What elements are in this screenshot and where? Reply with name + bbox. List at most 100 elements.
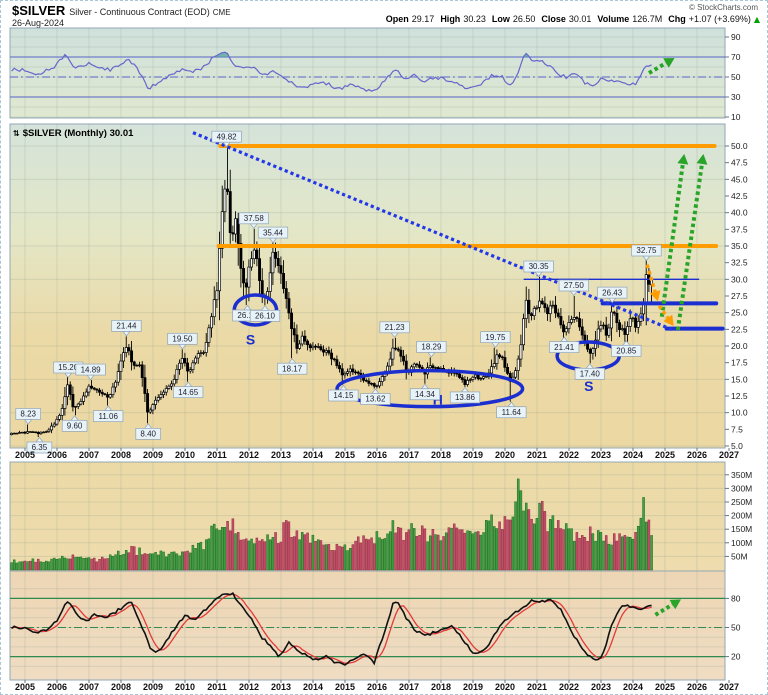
x-tick-year: 2008 (111, 682, 131, 692)
quote-value: 126.7M (632, 14, 663, 24)
svg-text:14.89: 14.89 (81, 365, 102, 374)
y-tick-label: 300M (731, 483, 752, 493)
svg-text:21.23: 21.23 (385, 323, 406, 332)
x-tick-year: 2027 (719, 450, 739, 460)
price-callout (111, 320, 142, 332)
x-tick-year: 2018 (431, 682, 451, 692)
x-tick-year: 2012 (239, 682, 259, 692)
x-tick-year: 2005 (15, 682, 35, 692)
pattern-letter: S (584, 378, 593, 394)
quote-value: 30.01 (568, 14, 592, 24)
price-callout (379, 321, 410, 334)
stoch-arrow (654, 599, 681, 617)
svg-text:21.41: 21.41 (554, 343, 575, 352)
quote-label: Chg (668, 14, 686, 24)
svg-text:15.20: 15.20 (58, 363, 79, 372)
svg-text:32.75: 32.75 (636, 246, 657, 255)
price-callout (135, 427, 161, 440)
y-tick-label: 50 (731, 72, 741, 82)
y-tick-label: 15.0 (731, 374, 748, 384)
y-tick-label: 50M (731, 551, 748, 561)
svg-text:21.44: 21.44 (116, 322, 137, 331)
svg-text:26.43: 26.43 (602, 288, 623, 297)
price-callout (574, 367, 605, 380)
svg-text:27.50: 27.50 (564, 281, 585, 290)
chart-date: 26-Aug-2024 (12, 18, 65, 28)
quote-value: 29.17 (411, 14, 435, 24)
copyright-link[interactable]: © StockCharts.com (688, 3, 758, 12)
price-callouts: 8.23 6.35 15.20 9.60 14.89 11.06 21.44 8.40 19.5… (15, 130, 662, 454)
price-callout (211, 130, 242, 143)
header-symbol-line: $SILVER Silver - Continuous Contract (EOD… (12, 3, 231, 18)
y-tick-label: 17.5 (731, 358, 748, 368)
y-tick-label: 42.5 (731, 191, 748, 201)
y-tick-label: 250M (731, 497, 752, 507)
price-callout (409, 388, 441, 401)
x-tick-year: 2007 (79, 450, 99, 460)
y-tick-label: 100M (731, 538, 752, 548)
change-up-icon: ▲ (753, 15, 760, 24)
x-tick-year: 2010 (175, 450, 195, 460)
quote-label: Close (541, 14, 566, 24)
price-callout (257, 226, 289, 239)
price-callout (238, 212, 269, 225)
quote-value: 30.23 (463, 14, 486, 24)
x-tick-year: 2027 (719, 682, 739, 692)
sto-y-axis: 80 50 20 (725, 593, 741, 662)
x-tick-year: 2017 (399, 450, 419, 460)
svg-text:18.29: 18.29 (421, 343, 442, 352)
price-callout (549, 341, 580, 353)
price-callout (449, 391, 481, 404)
svg-text:26.15: 26.15 (237, 311, 258, 320)
y-tick-label: 45.0 (731, 174, 748, 184)
x-tick-year: 2022 (559, 682, 579, 692)
svg-text:11.06: 11.06 (98, 412, 118, 421)
svg-text:37.58: 37.58 (244, 214, 265, 223)
svg-text:9.60: 9.60 (67, 422, 83, 431)
x-tick-year: 2019 (463, 682, 483, 692)
y-tick-label: 32.5 (731, 258, 748, 268)
x-tick-year: 2006 (47, 450, 67, 460)
rsi-arrow (647, 58, 675, 75)
price-panel: SHS8.236.3515.209.6014.8911.0621.448.401… (9, 123, 726, 454)
price-callout (611, 344, 642, 357)
svg-text:20.85: 20.85 (616, 347, 637, 356)
y-tick-label: 90 (731, 32, 741, 42)
svg-text:18.17: 18.17 (282, 364, 303, 373)
x-tick-year: 2014 (303, 682, 323, 692)
y-tick-label: 22.5 (731, 324, 748, 334)
price-callout (75, 363, 106, 376)
x-tick-year: 2023 (591, 682, 611, 692)
price-callout (328, 389, 359, 402)
x-tick-year: 2009 (143, 682, 163, 692)
exchange-label: CME (212, 8, 231, 17)
candlesticks (10, 147, 654, 437)
svg-text:49.82: 49.82 (217, 132, 238, 141)
vol-y-axis: 350M 300M 250M 200M 150M 100M 50M (725, 470, 752, 561)
price-callout (93, 410, 124, 422)
quote-label: Open (385, 14, 409, 24)
x-tick-year: 2021 (527, 450, 547, 460)
y-tick-label: 30 (731, 92, 741, 102)
x-tick-year: 2021 (527, 682, 547, 692)
y-tick-label: 12.5 (731, 391, 748, 401)
quote-line: Open 29.17 High 30.23 Low 26.50 Close 30.01 Volu… (380, 14, 760, 24)
x-tick-year: 2016 (367, 450, 387, 460)
price-callout (277, 362, 308, 375)
svg-text:6.35: 6.35 (32, 443, 48, 452)
price-callout (597, 286, 628, 299)
y-tick-label: 70 (731, 52, 741, 62)
y-tick-label: 35.0 (731, 241, 748, 251)
symbol[interactable]: $SILVER (12, 3, 66, 18)
y-tick-label: 80 (731, 593, 741, 603)
x-tick-year: 2009 (143, 450, 163, 460)
y-tick-label: 5.0 (731, 441, 743, 451)
projection-arrows (645, 154, 708, 331)
stoch-main-line (11, 591, 652, 666)
x-tick-year: 2020 (495, 682, 515, 692)
y-tick-label: 350M (731, 470, 752, 480)
x-tick-year: 2023 (591, 450, 611, 460)
svg-text:17.40: 17.40 (580, 370, 601, 379)
